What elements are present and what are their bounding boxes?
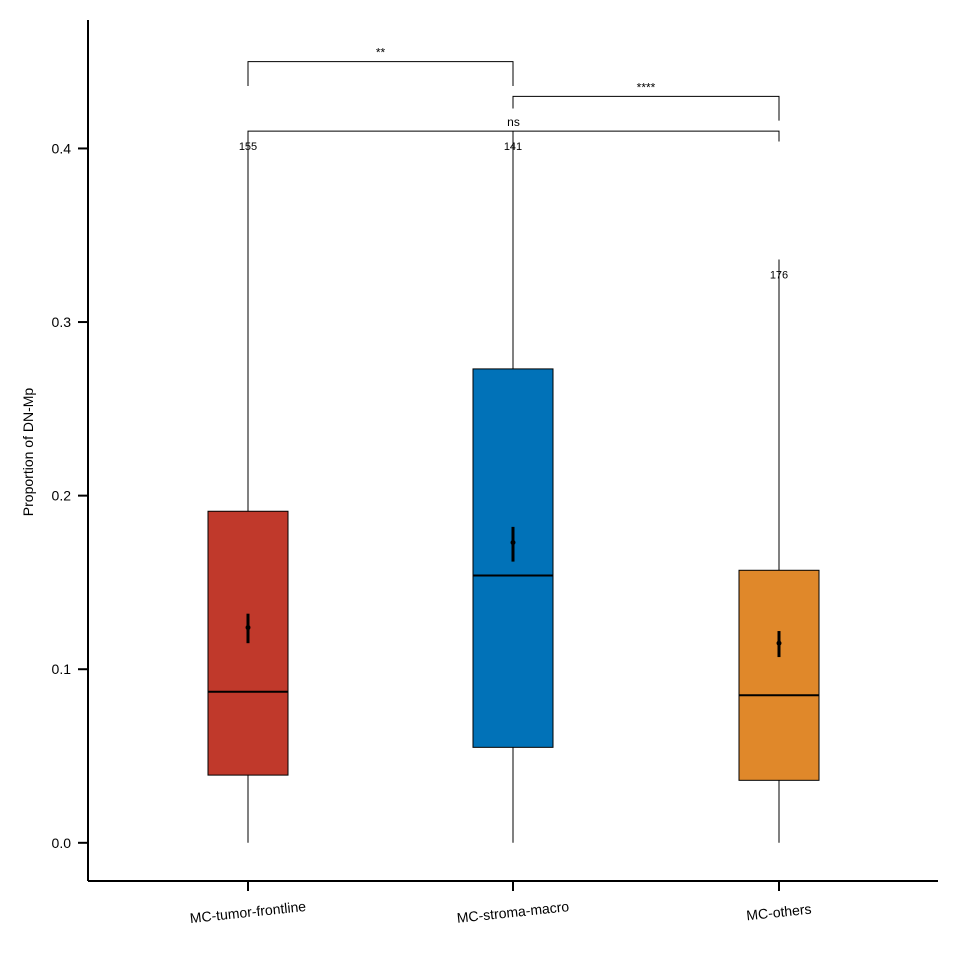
box-group: 176	[738, 259, 820, 843]
mean-point	[776, 640, 782, 646]
significance-bracket: **	[247, 46, 514, 86]
bracket-line	[247, 61, 514, 86]
box	[738, 569, 820, 781]
significance-label: **	[376, 46, 386, 60]
y-tick-label: 0.1	[52, 661, 72, 677]
mean-point	[510, 540, 516, 546]
mean-point	[245, 625, 251, 631]
x-axis: MC-tumor-frontline MC-stroma-macro MC-othe…	[88, 880, 938, 926]
x-tick-label: MC-stroma-macro	[456, 898, 570, 926]
significance-label: ns	[507, 115, 520, 129]
n-label: 155	[239, 141, 257, 153]
y-axis: 0.0 0.1 0.2 0.3 0.4	[52, 20, 89, 881]
n-label: 141	[504, 141, 522, 153]
y-tick-label: 0.4	[52, 140, 72, 156]
y-axis-label: Proportion of DN-Mp	[20, 388, 36, 517]
significance-label: ****	[637, 80, 656, 94]
bracket-line	[247, 130, 780, 142]
n-label: 176	[770, 270, 788, 282]
box-group: 155	[207, 131, 289, 843]
bracket-line	[512, 95, 780, 121]
significance-bracket: ****	[512, 80, 780, 121]
box-group: 141	[472, 131, 554, 843]
y-tick-label: 0.0	[52, 835, 72, 851]
significance-bracket: ns	[247, 115, 780, 142]
x-tick-label: MC-others	[746, 901, 813, 924]
y-tick-label: 0.2	[52, 488, 72, 504]
y-tick-label: 0.3	[52, 314, 72, 330]
x-tick-label: MC-tumor-frontline	[189, 898, 307, 926]
